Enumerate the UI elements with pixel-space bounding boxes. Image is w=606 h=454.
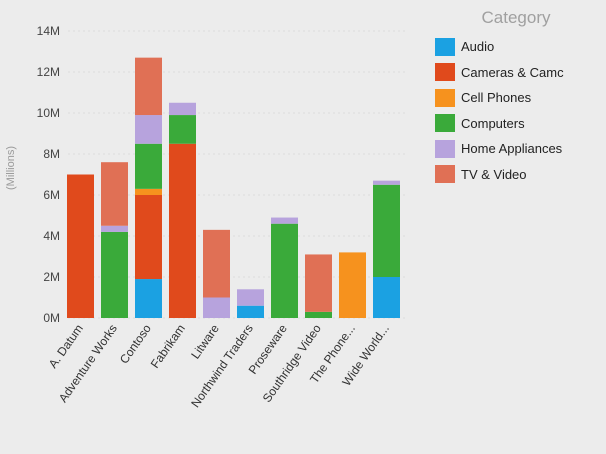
legend-label: TV & Video: [461, 166, 527, 182]
bar-segment[interactable]: [101, 162, 128, 226]
legend-item[interactable]: Cameras & Camc: [435, 60, 600, 86]
bar-segment[interactable]: [203, 229, 230, 298]
bar-segment[interactable]: [67, 174, 94, 319]
y-tick-label: 8M: [43, 147, 60, 161]
y-tick-label: 12M: [37, 65, 60, 79]
bar-segment[interactable]: [305, 254, 332, 312]
x-tick-label: Contoso: [117, 321, 154, 366]
bar-segment[interactable]: [135, 143, 162, 189]
bars: [67, 57, 400, 319]
bar-segment[interactable]: [271, 223, 298, 318]
legend-label: Cameras & Camc: [461, 64, 564, 80]
bar-segment[interactable]: [339, 252, 366, 318]
bar-segment[interactable]: [135, 57, 162, 116]
y-tick-label: 4M: [43, 229, 60, 243]
bar-segment[interactable]: [203, 297, 230, 319]
bar-segment[interactable]: [101, 225, 128, 232]
legend-label: Cell Phones: [461, 90, 532, 106]
legend-title: Category: [481, 8, 551, 27]
bar-segment[interactable]: [169, 143, 196, 318]
legend-items: Audio Cameras & Camc Cell Phones Computers H…: [435, 34, 600, 187]
bar-segment[interactable]: [373, 180, 400, 185]
y-tick-label: 6M: [43, 188, 60, 202]
bar-segment[interactable]: [135, 195, 162, 280]
y-tick-label: 14M: [37, 24, 60, 38]
y-tick-label: 0M: [43, 311, 60, 325]
legend-item[interactable]: TV & Video: [435, 162, 600, 188]
x-tick-label: Litware: [188, 321, 222, 361]
legend-label: Computers: [461, 115, 525, 131]
legend-swatch: [435, 63, 455, 82]
bar-segment[interactable]: [135, 188, 162, 195]
bar-segment[interactable]: [101, 231, 128, 318]
legend-swatch: [435, 165, 455, 184]
legend: Category Audio Cameras & Camc Cell Phones C…: [435, 8, 600, 187]
y-tick-label: 2M: [43, 270, 60, 284]
y-axis-label: (Millions): [5, 146, 17, 190]
bar-segment[interactable]: [237, 305, 264, 318]
y-axis-ticks: 0M 2M 4M 6M 8M 10M 12M 14M: [37, 24, 60, 325]
legend-swatch: [435, 88, 455, 107]
legend-swatch: [435, 37, 455, 56]
legend-swatch: [435, 139, 455, 158]
bar-segment[interactable]: [305, 311, 332, 318]
bar-segment[interactable]: [169, 115, 196, 144]
legend-label: Home Appliances: [461, 141, 563, 157]
bar-segment[interactable]: [271, 217, 298, 224]
legend-item[interactable]: Audio: [435, 34, 600, 60]
legend-item[interactable]: Cell Phones: [435, 85, 600, 111]
legend-item[interactable]: Home Appliances: [435, 136, 600, 162]
x-tick-label: Northwind Traders: [188, 322, 256, 410]
bar-segment[interactable]: [169, 102, 196, 116]
legend-label: Audio: [461, 39, 495, 55]
legend-item[interactable]: Computers: [435, 111, 600, 137]
bar-segment[interactable]: [373, 184, 400, 277]
bar-segment[interactable]: [135, 115, 162, 144]
y-tick-label: 10M: [37, 106, 60, 120]
legend-swatch: [435, 114, 455, 133]
bar-segment[interactable]: [237, 289, 264, 306]
bar-segment[interactable]: [135, 279, 162, 318]
x-tick-label: Fabrikam: [148, 322, 188, 371]
bar-segment[interactable]: [373, 277, 400, 318]
